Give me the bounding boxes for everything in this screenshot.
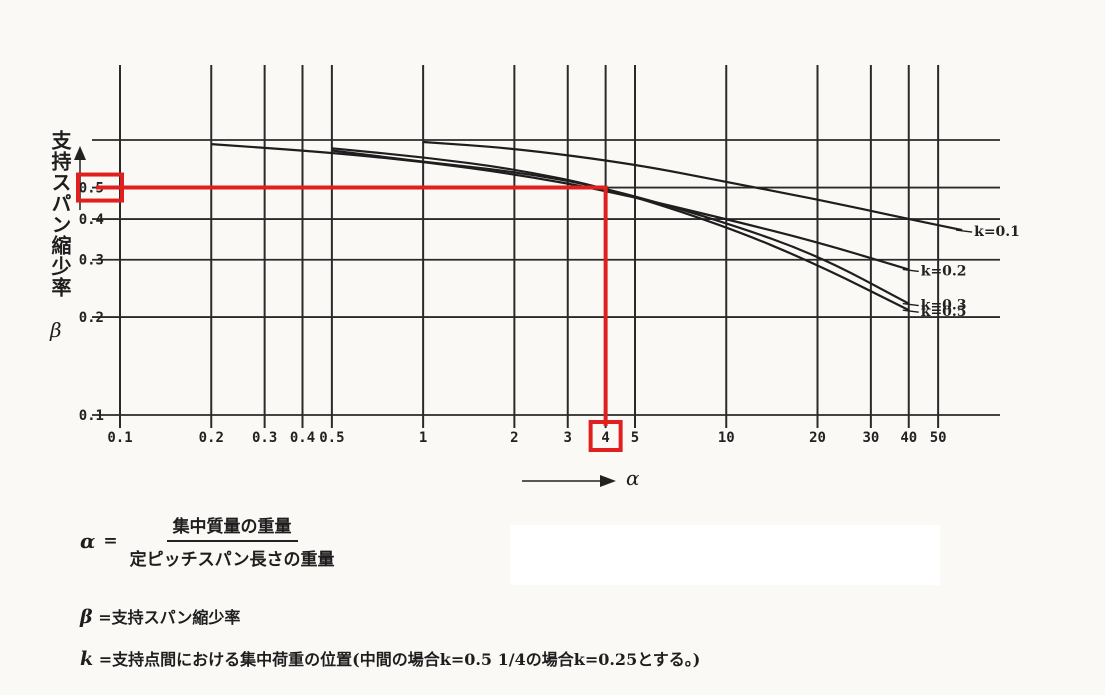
series-label: k=0.1 [974,224,1020,240]
x-tick-label: 5 [631,430,639,446]
blank-area [510,525,940,585]
series-label: k=0.3 [921,298,967,314]
definition-beta-text: =支持スパン縮少率 [98,608,241,627]
x-axis-symbol: α [626,466,640,490]
x-tick-label: 20 [809,430,826,446]
definition-beta-symbol: β [80,606,93,628]
x-tick-label: 0.5 [319,430,344,446]
alpha-formula: α = 集中質量の重量 定ピッチスパン長さの重量 [80,512,341,570]
highlight-y-box [76,172,124,203]
definition-k: k =支持点間における集中荷重の位置(中間の場合k=0.5 1/4の場合k=0.… [80,646,700,670]
series-line [423,140,963,232]
definition-beta: β =支持スパン縮少率 [80,604,240,628]
y-tick-label: 0.3 [79,253,104,269]
series-line [211,142,910,271]
series-label: k=0.5 [921,304,967,320]
y-axis-arrow-head [74,146,86,160]
definition-k-symbol: k [80,648,94,670]
formula-alpha-symbol: α [80,529,96,553]
formula-numerator: 集中質量の重量 [166,512,298,542]
series-line [331,149,910,305]
series-leader [902,309,919,313]
y-axis-symbol: β [50,318,62,342]
x-tick-label: 3 [564,430,572,446]
formula-fraction: 集中質量の重量 定ピッチスパン長さの重量 [124,512,341,570]
formula-denominator: 定ピッチスパン長さの重量 [129,550,335,570]
highlight-path [96,185,608,426]
x-tick-label: 0.3 [252,430,277,446]
x-tick-label: 0.2 [199,430,224,446]
x-tick-label: 0.4 [290,430,315,446]
y-tick-label: 0.1 [79,408,104,424]
series-label: k=0.2 [921,263,967,279]
x-tick-label: 40 [900,430,917,446]
x-tick-label: 10 [718,430,735,446]
x-tick-label: 2 [510,430,518,446]
x-tick-label: 0.1 [107,430,132,446]
formula-equals: = [103,531,118,551]
y-tick-label: 0.5 [79,181,104,197]
highlight-x-box [588,420,623,452]
series-leader [956,229,973,233]
x-tick-label: 50 [930,430,947,446]
definition-k-text: =支持点間における集中荷重の位置(中間の場合k=0.5 1/4の場合k=0.25… [98,650,701,669]
x-tick-label: 4 [601,430,609,446]
y-tick-label: 0.4 [79,212,104,228]
series-leader [902,302,919,307]
series-leader [902,268,919,273]
x-tick-label: 30 [862,430,879,446]
y-tick-label: 0.2 [79,310,104,326]
x-tick-label: 1 [419,430,427,446]
x-axis-arrow-head [600,475,616,487]
y-axis-label: 支持スパン縮少率 [48,130,72,298]
series-line [331,147,910,312]
